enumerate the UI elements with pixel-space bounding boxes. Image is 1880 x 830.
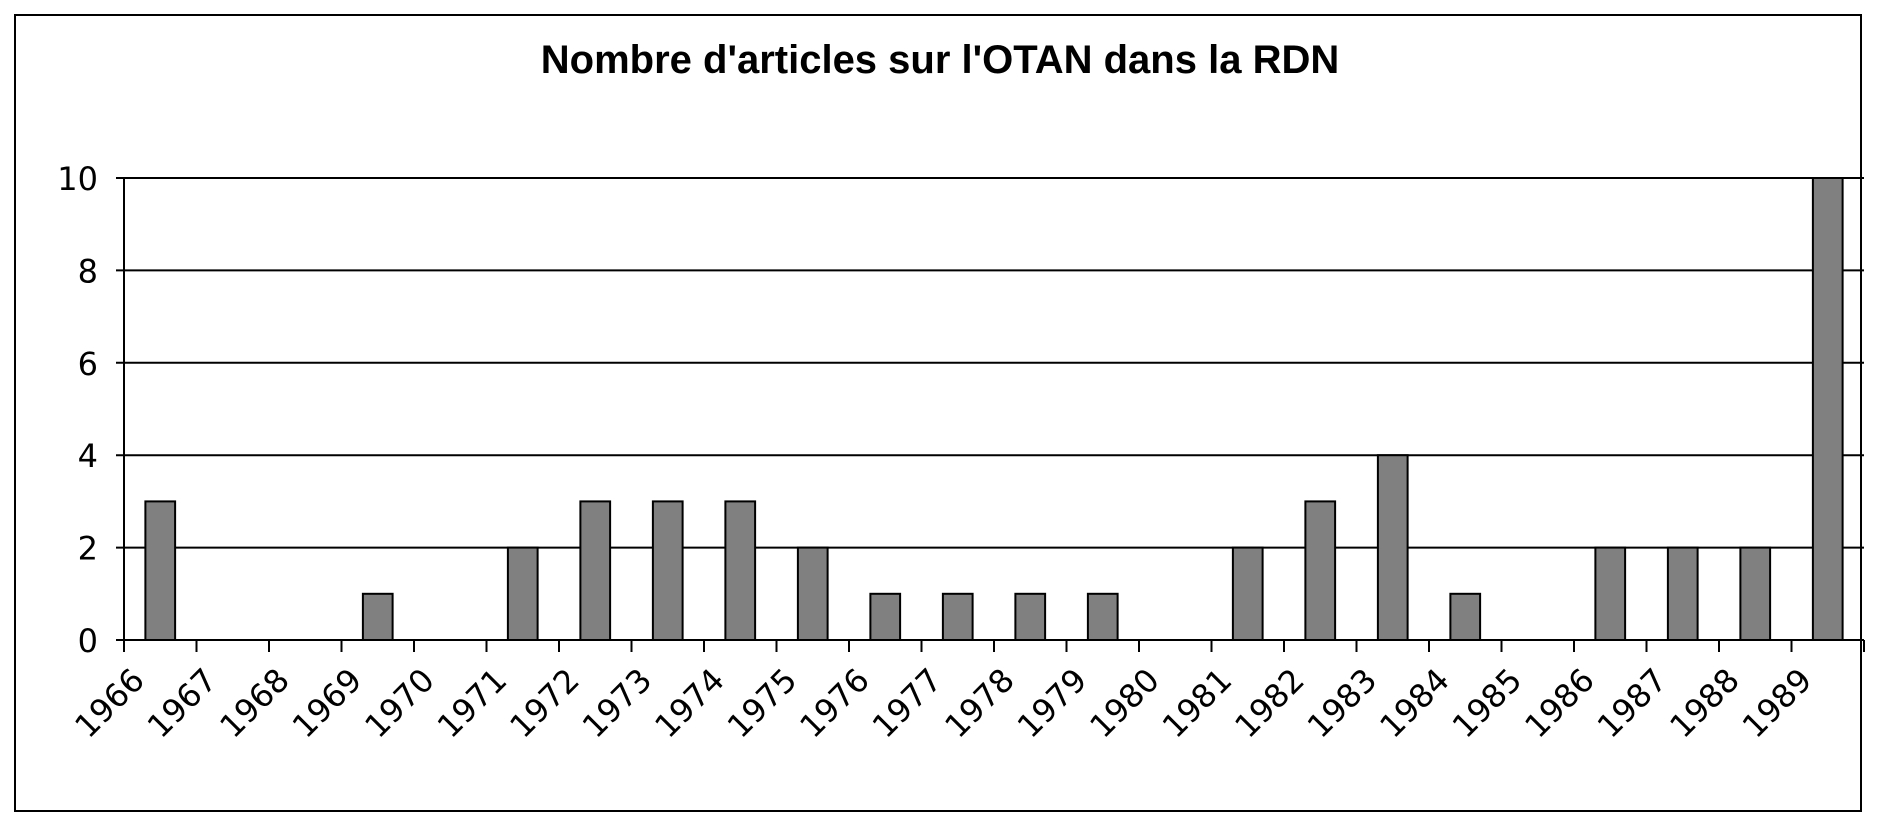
x-tick-label: 1969	[285, 661, 369, 745]
x-tick-label: 1985	[1445, 661, 1529, 745]
bar-1977	[941, 592, 974, 641]
x-tick-label: 1978	[937, 661, 1021, 745]
x-tick-label: 1972	[502, 661, 586, 745]
bar-1974	[724, 500, 757, 641]
bar-1982	[1304, 500, 1337, 641]
gridlines	[116, 177, 1864, 549]
bar-1984	[1449, 592, 1482, 641]
x-tick-label: 1983	[1300, 661, 1384, 745]
axes	[116, 178, 1865, 652]
x-tick-label: 1988	[1662, 661, 1746, 745]
bar-1987	[1666, 546, 1699, 641]
bar-1978	[1014, 592, 1047, 641]
x-tick-label: 1974	[647, 661, 731, 745]
x-tick-label: 1986	[1517, 661, 1601, 745]
bar-1983	[1376, 454, 1409, 642]
y-tick-label: 10	[57, 160, 98, 198]
x-tick-label: 1975	[720, 661, 804, 745]
x-tick-label: 1984	[1372, 661, 1456, 745]
x-tick-label: 1967	[140, 661, 224, 745]
x-tick-label: 1966	[67, 661, 151, 745]
x-tick-label: 1977	[865, 661, 949, 745]
bar-1981	[1231, 546, 1264, 641]
x-tick-label: 1971	[430, 661, 514, 745]
x-tick-label: 1976	[792, 661, 876, 745]
x-tick-label: 1981	[1155, 661, 1239, 745]
x-tick-label: 1989	[1735, 661, 1819, 745]
x-tick-label: 1968	[212, 661, 296, 745]
y-tick-label: 2	[78, 530, 98, 568]
tick-labels: 0246810196619671968196919701971197219731…	[57, 160, 1819, 745]
y-tick-label: 8	[78, 252, 98, 290]
y-tick-label: 0	[78, 622, 98, 660]
chart-frame	[14, 14, 1862, 812]
x-tick-label: 1970	[357, 661, 441, 745]
x-tick-label: 1987	[1590, 661, 1674, 745]
x-tick-label: 1973	[575, 661, 659, 745]
bar-1979	[1086, 592, 1119, 641]
bar-1972	[579, 500, 612, 641]
bars	[144, 177, 1844, 642]
chart-title: Nombre d'articles sur l'OTAN dans la RDN	[540, 38, 1340, 82]
y-tick-label: 6	[78, 345, 98, 383]
bar-1971	[506, 546, 539, 641]
bar-1986	[1594, 546, 1627, 641]
y-tick-label: 4	[78, 437, 98, 475]
bar-1989	[1811, 177, 1844, 641]
bar-1973	[651, 500, 684, 641]
x-tick-label: 1980	[1082, 661, 1166, 745]
bar-1966	[144, 500, 177, 641]
x-tick-label: 1979	[1010, 661, 1094, 745]
bar-1976	[869, 592, 902, 641]
x-tick-label: 1982	[1227, 661, 1311, 745]
bar-1969	[361, 592, 394, 641]
bar-1975	[796, 546, 829, 641]
bar-1988	[1739, 546, 1772, 641]
